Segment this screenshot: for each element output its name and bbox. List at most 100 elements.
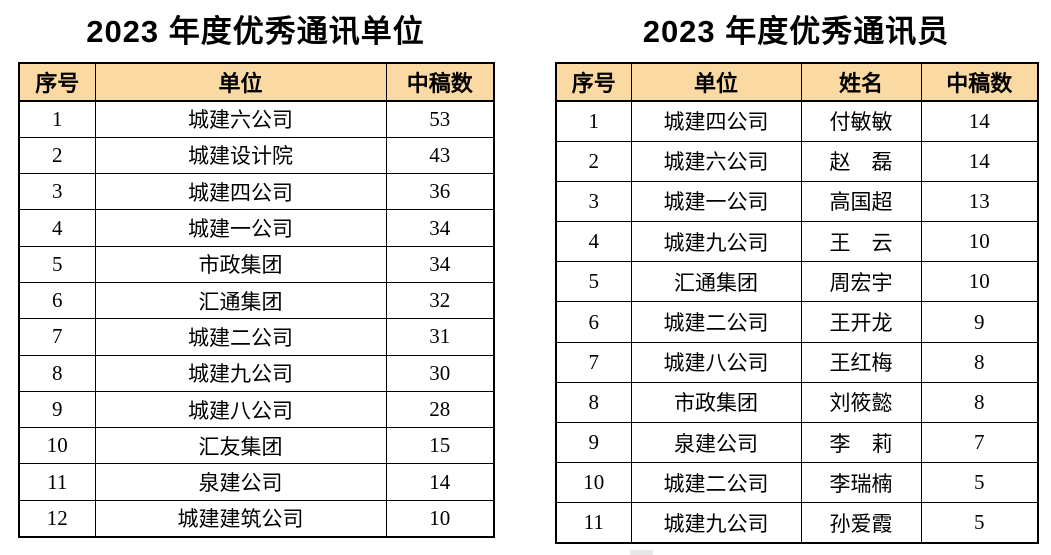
table-row: 3 城建一公司 高国超 13 (555, 180, 1039, 223)
table-cell: 6 (555, 301, 632, 343)
table-cell: 周宏宇 (800, 261, 922, 303)
table-cell: 11 (555, 502, 632, 544)
table-cell: 6 (18, 281, 96, 320)
table-cell: 刘筱懿 (800, 381, 922, 424)
table-cell: 城建九公司 (630, 221, 802, 263)
table-row: 11 城建九公司 孙爱霞 5 (555, 502, 1039, 544)
table-cell: 城建六公司 (630, 140, 802, 182)
table-cell: 城建设计院 (94, 136, 387, 175)
cropped-bottom-artifact (630, 550, 653, 555)
table-cell: 城建二公司 (630, 462, 802, 504)
table-cell: 28 (385, 390, 495, 429)
excellent-units-table: 序号 单位 中稿数 1 城建六公司 53 2 城建设计院 43 3 城建四公司 36 4 城建一公司 34… (18, 62, 495, 538)
table-cell: 10 (920, 261, 1039, 303)
table-row: 2 城建六公司赵 磊 14 (555, 140, 1039, 182)
table-cell: 高国超 (800, 180, 922, 223)
table-cell: 31 (385, 318, 495, 356)
column-header: 单位 (94, 62, 387, 102)
table-cell: 汇通集团 (630, 261, 802, 303)
table-cell: 泉建公司 (630, 421, 802, 464)
table-cell: 10 (18, 427, 96, 465)
table-cell: 汇通集团 (94, 281, 387, 320)
table-cell: 城建一公司 (630, 180, 802, 223)
table-cell: 9 (18, 390, 96, 429)
table-row: 2 城建设计院 43 (18, 136, 495, 175)
table-row: 4 城建一公司 34 (18, 209, 495, 247)
table-cell: 43 (385, 136, 495, 175)
table-cell: 王 云 (800, 221, 922, 263)
table-cell: 城建四公司 (630, 100, 802, 142)
table-cell: 城建九公司 (630, 502, 802, 544)
table-cell: 城建八公司 (630, 341, 802, 383)
excellent-correspondents-table: 序号 单位 姓名 中稿数 1 城建四公司 付敏敏 14 2 城建六公司赵 磊 14 3 城建一公司 高国… (555, 62, 1039, 545)
table-cell: 8 (920, 341, 1039, 383)
column-header: 序号 (555, 62, 632, 102)
table-row: 12 城建建筑公司 10 (18, 499, 495, 538)
table-cell: 7 (555, 341, 632, 383)
table-cell: 孙爱霞 (800, 502, 922, 544)
table-cell: 2 (555, 140, 632, 182)
left-table-title: 2023 年度优秀通讯单位 (86, 14, 425, 49)
table-cell: 3 (555, 180, 632, 223)
table-row: 11 泉建公司 14 (18, 463, 495, 501)
table-cell: 36 (385, 173, 495, 211)
table-cell: 付敏敏 (800, 100, 922, 142)
table-cell: 14 (385, 463, 495, 501)
table-cell: 城建二公司 (630, 301, 802, 343)
table-cell: 李瑞楠 (800, 462, 922, 504)
table-cell: 城建二公司 (94, 318, 387, 356)
column-header: 序号 (18, 62, 96, 102)
table-cell: 5 (920, 502, 1039, 544)
table-cell: 赵 磊 (800, 140, 922, 182)
right-table-title: 2023 年度优秀通讯员 (642, 14, 950, 49)
column-header: 中稿数 (385, 62, 495, 102)
table-cell: 1 (18, 100, 96, 138)
table-cell: 2 (18, 136, 96, 175)
table-row: 8 城建九公司 30 (18, 354, 495, 392)
table-row: 5 市政集团 34 (18, 245, 495, 283)
table-cell: 9 (555, 421, 632, 464)
table-cell: 市政集团 (94, 245, 387, 283)
table-cell: 王红梅 (800, 341, 922, 383)
table-cell: 12 (18, 499, 96, 538)
table-cell: 10 (555, 462, 632, 504)
table-row: 9 城建八公司 28 (18, 390, 495, 429)
table-cell: 城建一公司 (94, 209, 387, 247)
table-cell: 5 (18, 245, 96, 283)
table-cell: 15 (385, 427, 495, 465)
table-row: 7 城建八公司 王红梅 8 (555, 341, 1039, 383)
table-cell: 汇友集团 (94, 427, 387, 465)
column-header: 单位 (630, 62, 802, 102)
header-row: 序号 单位 姓名 中稿数 (555, 62, 1039, 102)
table-cell: 34 (385, 209, 495, 247)
table-cell: 53 (385, 100, 495, 138)
table-cell: 3 (18, 173, 96, 211)
table-cell: 城建八公司 (94, 390, 387, 429)
table-cell: 4 (18, 209, 96, 247)
table-cell: 32 (385, 281, 495, 320)
table-row: 5 汇通集团 周宏宇 10 (555, 261, 1039, 303)
table-cell: 王开龙 (800, 301, 922, 343)
table-row: 6 城建二公司 王开龙 9 (555, 301, 1039, 343)
table-cell: 8 (920, 381, 1039, 424)
table-row: 1 城建六公司 53 (18, 100, 495, 138)
table-row: 6 汇通集团 32 (18, 281, 495, 320)
table-row: 1 城建四公司 付敏敏 14 (555, 100, 1039, 142)
table-cell: 市政集团 (630, 381, 802, 424)
table-row: 3 城建四公司 36 (18, 173, 495, 211)
table-row: 10 城建二公司 李瑞楠 5 (555, 462, 1039, 504)
table-cell: 4 (555, 221, 632, 263)
table-cell: 9 (920, 301, 1039, 343)
table-row: 7 城建二公司 31 (18, 318, 495, 356)
table-cell: 7 (18, 318, 96, 356)
table-row: 4 城建九公司王 云 10 (555, 221, 1039, 263)
table-cell: 城建六公司 (94, 100, 387, 138)
column-header: 中稿数 (920, 62, 1039, 102)
table-row: 10 汇友集团 15 (18, 427, 495, 465)
table-cell: 14 (920, 100, 1039, 142)
table-cell: 1 (555, 100, 632, 142)
table-cell: 30 (385, 354, 495, 392)
header-row: 序号 单位 中稿数 (18, 62, 495, 102)
table-cell: 5 (920, 462, 1039, 504)
